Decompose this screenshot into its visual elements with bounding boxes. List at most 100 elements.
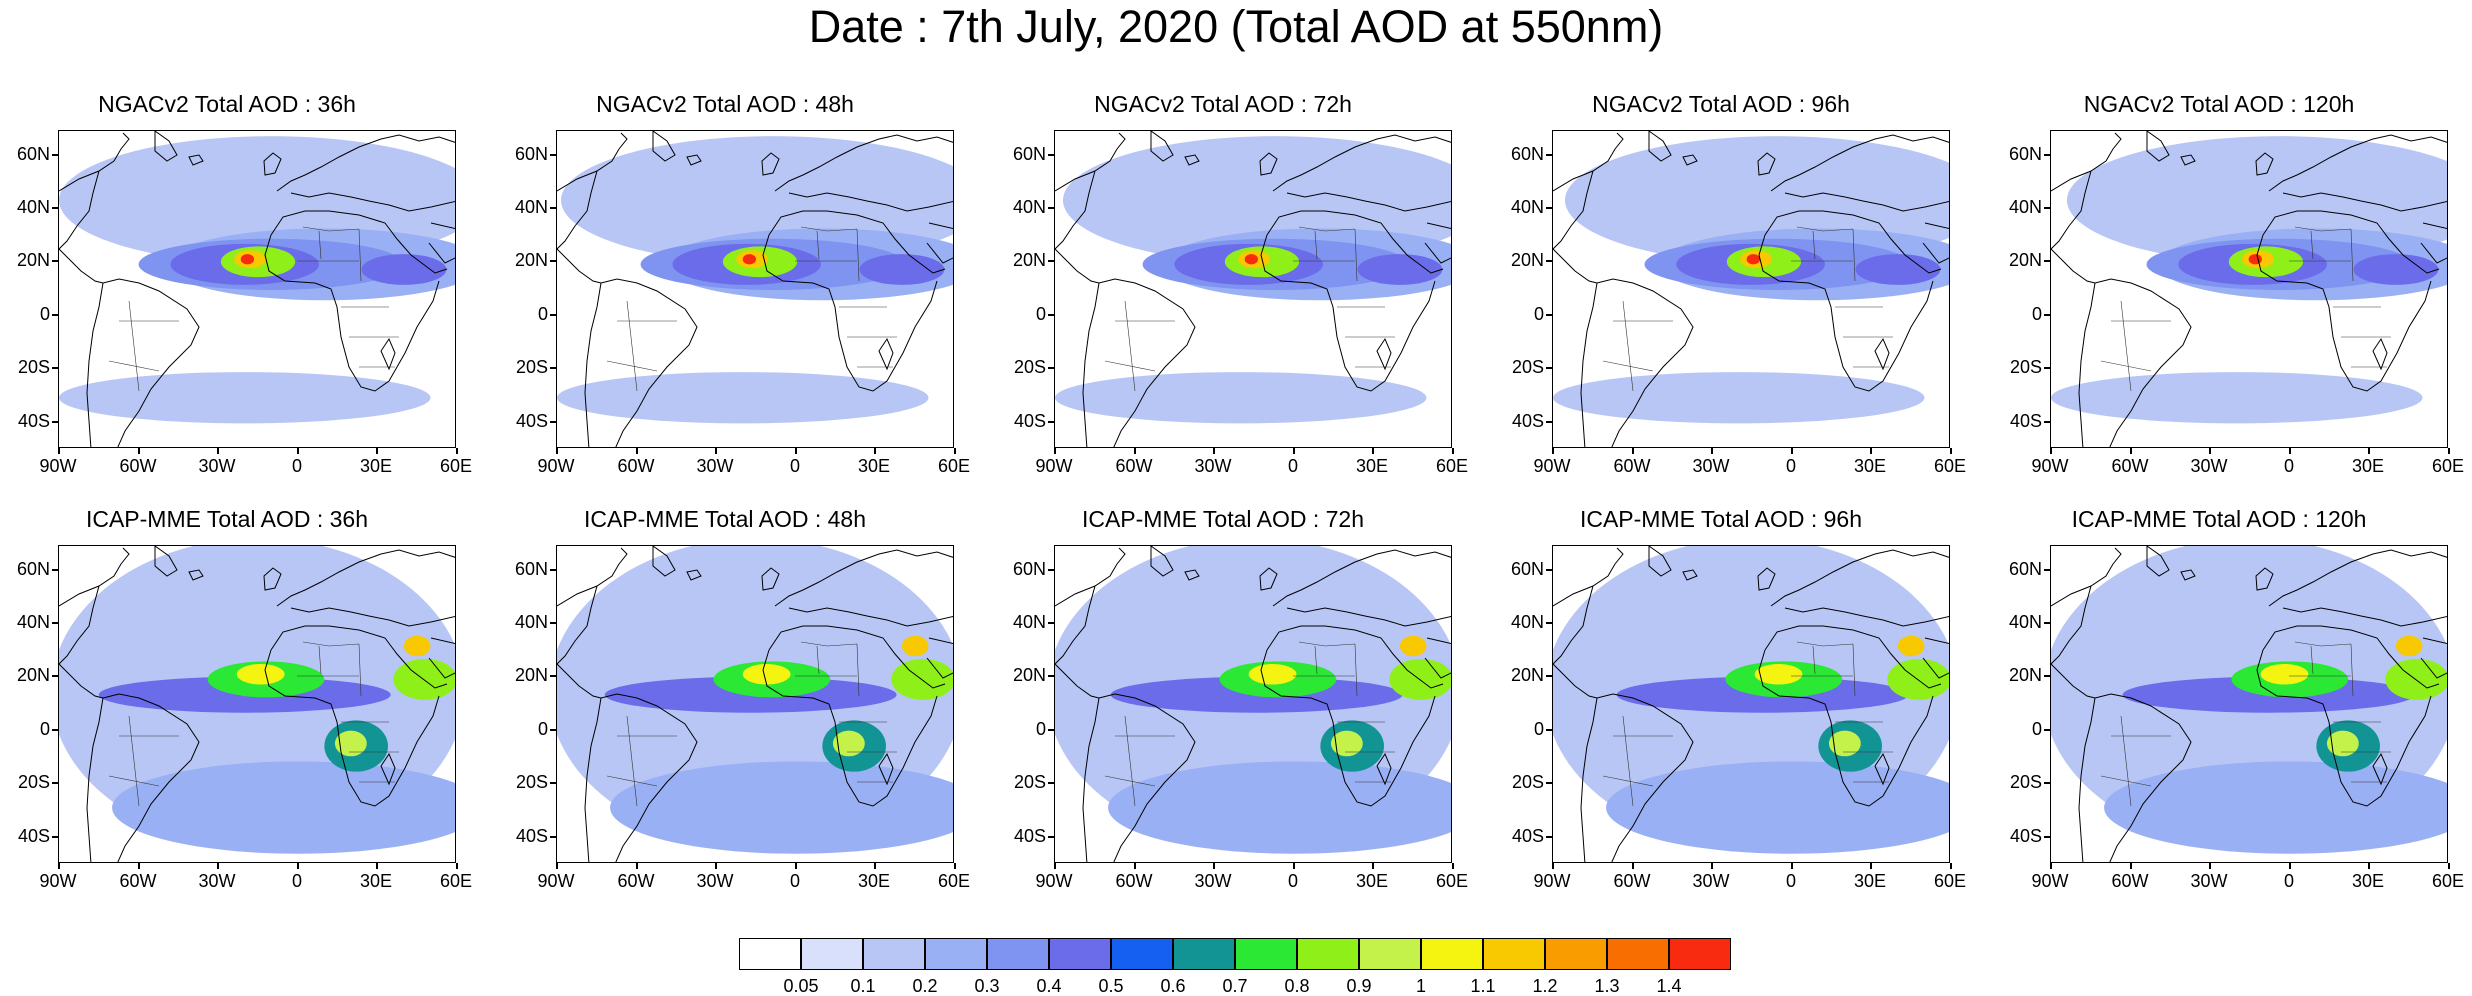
longitude-tick bbox=[874, 863, 876, 869]
longitude-tick bbox=[1372, 448, 1374, 454]
coastlines bbox=[59, 546, 455, 862]
aod-contour bbox=[240, 254, 255, 265]
colorbar-label: 1.2 bbox=[1532, 976, 1558, 996]
latitude-label: 20S bbox=[515, 357, 548, 377]
colorbar-swatch bbox=[1173, 938, 1235, 970]
longitude-label: 90W bbox=[39, 456, 77, 476]
longitude-tick bbox=[715, 448, 717, 454]
longitude-label: 60W bbox=[617, 456, 655, 476]
longitude-tick bbox=[2448, 448, 2450, 454]
map-panel: ICAP-MME Total AOD : 96h 60N 40N 20N 0 20S 40S… bbox=[1494, 505, 1994, 895]
longitude-tick bbox=[297, 863, 299, 869]
longitude-label: 0 bbox=[1785, 456, 1796, 476]
latitude-label: 40N bbox=[16, 612, 50, 632]
latitude-tick bbox=[550, 622, 556, 624]
longitude-label: 90W bbox=[1533, 871, 1571, 891]
latitude-tick bbox=[2044, 154, 2050, 156]
latitude-tick bbox=[52, 729, 58, 731]
colorbar-label: 0.1 bbox=[850, 976, 876, 996]
latitude-label: 40N bbox=[1510, 197, 1544, 217]
map-panel: ICAP-MME Total AOD : 48h 60N 40N 20N 0 20S 40S… bbox=[498, 505, 998, 895]
longitude-tick bbox=[1452, 448, 1454, 454]
latitude-label: 40N bbox=[1012, 197, 1046, 217]
latitude-label: 0 bbox=[537, 719, 548, 739]
longitude-tick bbox=[2209, 863, 2211, 869]
country-borders bbox=[1104, 226, 1395, 392]
longitude-tick bbox=[1791, 863, 1793, 869]
longitude-tick bbox=[1134, 448, 1136, 454]
longitude-label: 60W bbox=[1613, 871, 1651, 891]
country-borders bbox=[1602, 641, 1893, 807]
latitude-label: 60N bbox=[514, 559, 548, 579]
latitude-tick bbox=[2044, 421, 2050, 423]
latitude-tick bbox=[1546, 314, 1552, 316]
latitude-tick bbox=[52, 622, 58, 624]
longitude-label: 0 bbox=[291, 456, 302, 476]
coastlines bbox=[557, 131, 953, 447]
aod-contour bbox=[112, 761, 455, 854]
colorbar-swatch bbox=[1545, 938, 1607, 970]
coastlines bbox=[1553, 131, 1949, 447]
longitude-tick bbox=[954, 863, 956, 869]
latitude-label: 40S bbox=[2009, 826, 2042, 846]
longitude-tick bbox=[1293, 863, 1295, 869]
latitude-tick bbox=[1546, 367, 1552, 369]
latitude-tick bbox=[550, 367, 556, 369]
map-panel: NGACv2 Total AOD : 36h 60N 40N 20N 0 20S 40S 90… bbox=[0, 90, 500, 480]
longitude-label: 90W bbox=[39, 871, 77, 891]
longitude-label: 0 bbox=[2283, 456, 2294, 476]
colorbar-label: 1 bbox=[1415, 976, 1426, 996]
colorbar-label: 1.1 bbox=[1470, 976, 1496, 996]
latitude-label: 20S bbox=[17, 772, 50, 792]
latitude-tick bbox=[52, 675, 58, 677]
aod-field bbox=[59, 131, 455, 447]
longitude-label: 30W bbox=[696, 456, 734, 476]
latitude-tick bbox=[1048, 729, 1054, 731]
longitude-label: 30W bbox=[1692, 871, 1730, 891]
latitude-tick bbox=[52, 836, 58, 838]
longitude-tick bbox=[1213, 448, 1215, 454]
aod-contour bbox=[2385, 658, 2447, 700]
latitude-label: 20N bbox=[1012, 665, 1046, 685]
longitude-tick bbox=[456, 448, 458, 454]
longitude-label: 0 bbox=[291, 871, 302, 891]
longitude-label: 60W bbox=[1115, 456, 1153, 476]
longitude-tick bbox=[1950, 863, 1952, 869]
aod-contour bbox=[742, 254, 756, 265]
country-borders bbox=[1602, 226, 1893, 392]
latitude-label: 40S bbox=[1511, 826, 1544, 846]
latitude-label: 60N bbox=[2008, 559, 2042, 579]
latitude-tick bbox=[52, 207, 58, 209]
longitude-label: 60E bbox=[1435, 871, 1469, 891]
latitude-label: 60N bbox=[16, 144, 50, 164]
aod-field bbox=[2051, 131, 2447, 447]
longitude-tick bbox=[1054, 863, 1056, 869]
longitude-tick bbox=[2209, 448, 2211, 454]
longitude-tick bbox=[2368, 448, 2370, 454]
aod-contour bbox=[557, 372, 929, 424]
colorbar-swatch bbox=[739, 938, 801, 970]
aod-contour bbox=[1897, 635, 1925, 657]
latitude-tick bbox=[550, 836, 556, 838]
longitude-label: 60W bbox=[2111, 871, 2149, 891]
latitude-label: 60N bbox=[1510, 144, 1544, 164]
aod-contour bbox=[2248, 254, 2262, 265]
aod-contour bbox=[901, 635, 929, 657]
latitude-tick bbox=[1048, 836, 1054, 838]
latitude-tick bbox=[1048, 314, 1054, 316]
longitude-label: 60W bbox=[119, 871, 157, 891]
longitude-label: 30W bbox=[2190, 871, 2228, 891]
aod-contour bbox=[1746, 254, 1760, 265]
latitude-label: 20N bbox=[514, 250, 548, 270]
aod-contour bbox=[2326, 730, 2359, 757]
longitude-tick bbox=[2368, 863, 2370, 869]
panel-title: NGACv2 Total AOD : 48h bbox=[596, 91, 854, 117]
longitude-tick bbox=[138, 863, 140, 869]
country-borders bbox=[606, 641, 897, 807]
longitude-label: 60E bbox=[937, 871, 971, 891]
aod-contour bbox=[1389, 658, 1451, 700]
aod-contour bbox=[1357, 254, 1443, 285]
latitude-tick bbox=[1048, 207, 1054, 209]
country-borders bbox=[108, 641, 399, 807]
coastlines bbox=[1055, 546, 1451, 862]
